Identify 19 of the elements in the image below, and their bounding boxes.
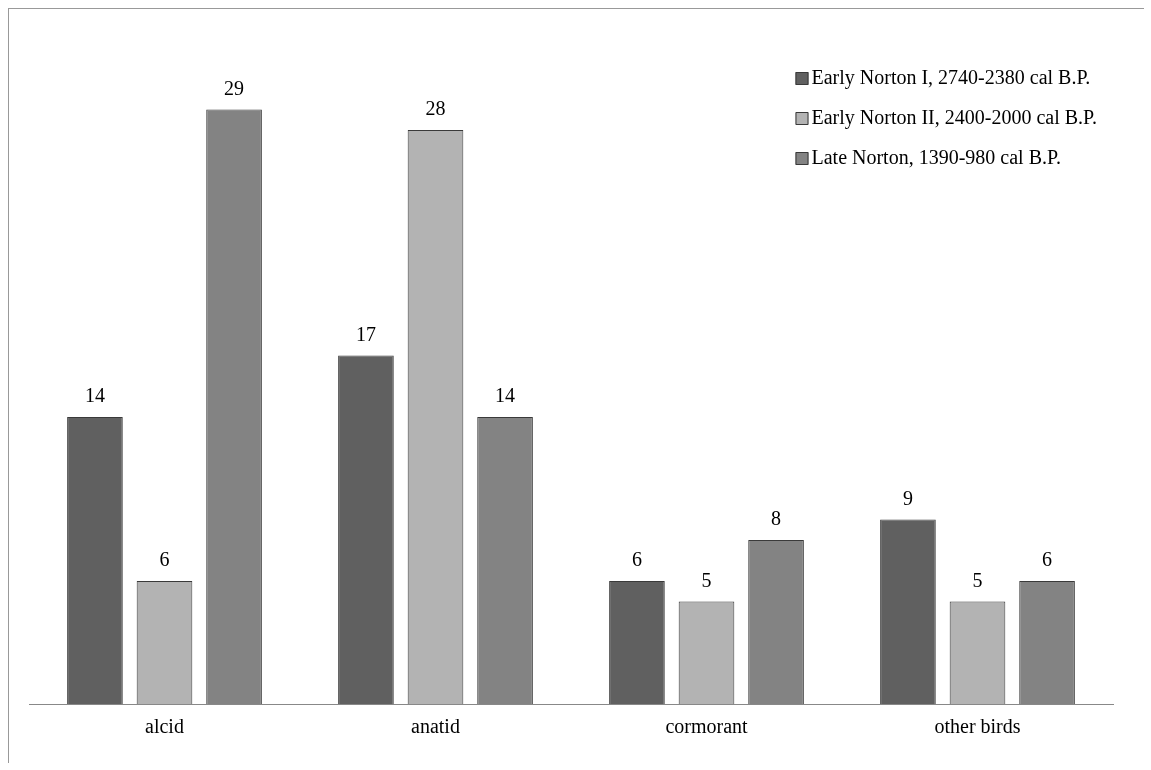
data-label: 6 — [631, 548, 642, 571]
legend-label: Early Norton II, 2400-2000 cal B.P. — [811, 106, 1098, 130]
x-tick-label: anatid — [411, 715, 460, 738]
x-tick-label: cormorant — [665, 715, 749, 738]
data-label: 8 — [771, 507, 782, 530]
data-label: 29 — [224, 76, 245, 99]
data-label: 5 — [972, 568, 983, 591]
x-tick-label: other birds — [934, 715, 1021, 738]
data-label: 28 — [425, 97, 446, 120]
legend-label: Late Norton, 1390-980 cal B.P. — [811, 146, 1061, 169]
data-label: 14 — [84, 384, 105, 407]
data-label: 14 — [495, 384, 516, 407]
data-label: 6 — [1042, 548, 1053, 571]
legend-label: Early Norton I, 2740-2380 cal B.P. — [811, 66, 1091, 90]
data-label: 9 — [902, 486, 913, 509]
data-label: 17 — [355, 322, 376, 345]
data-label: 5 — [701, 568, 712, 591]
data-label: 6 — [159, 548, 170, 571]
x-tick-label: alcid — [145, 715, 184, 738]
